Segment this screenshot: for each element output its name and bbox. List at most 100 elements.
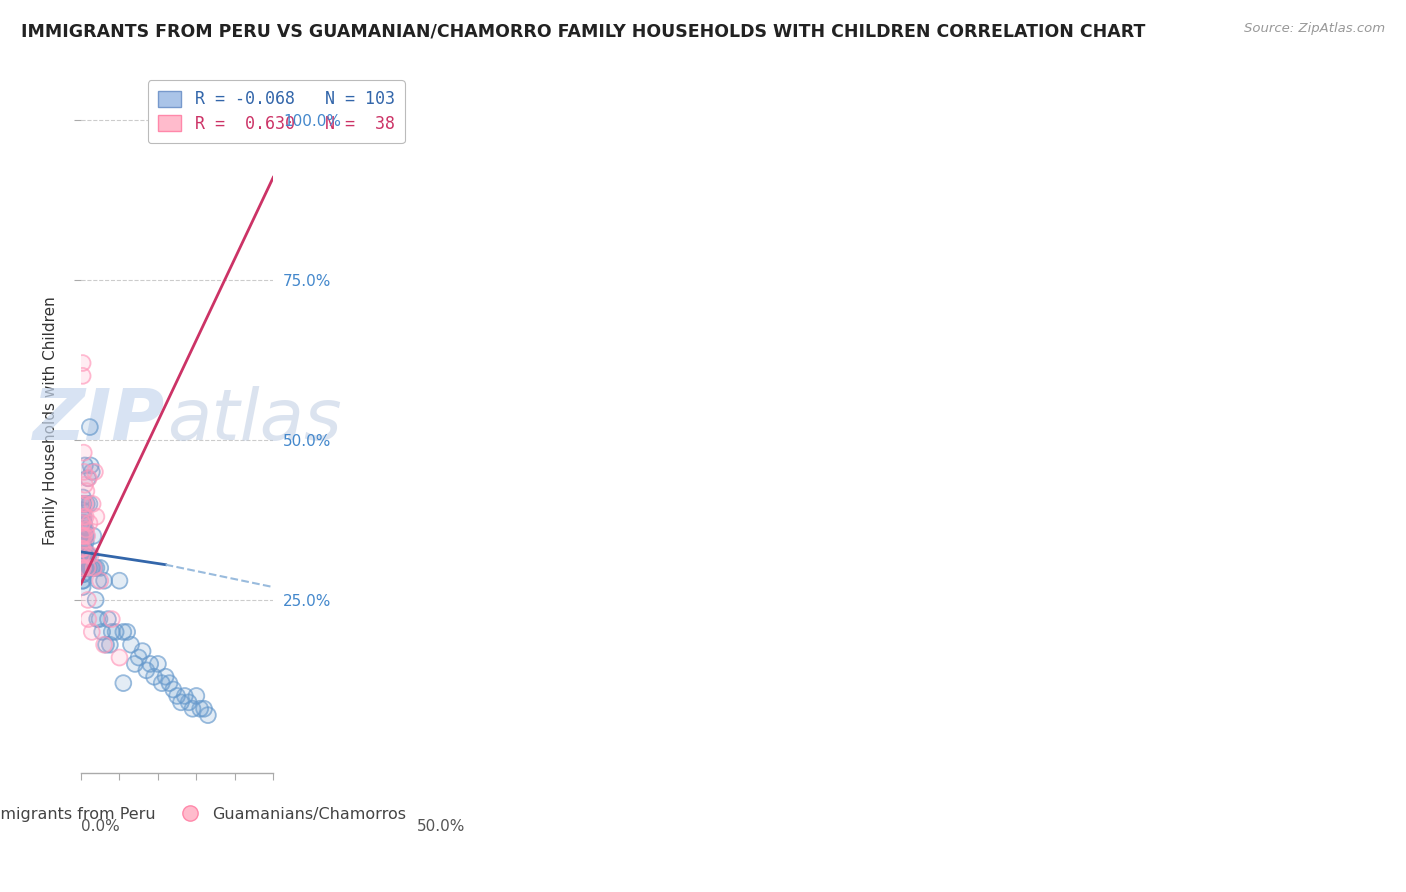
- Point: [89, 574, 111, 588]
- Point: [75, 509, 97, 524]
- Point: [124, 657, 146, 671]
- Point: [72, 523, 94, 537]
- Point: [70, 548, 93, 562]
- Point: [101, 624, 124, 639]
- Point: [75, 554, 97, 568]
- Point: [70, 529, 93, 543]
- Point: [72, 541, 94, 556]
- Point: [72, 580, 94, 594]
- Point: [79, 420, 101, 434]
- Point: [75, 523, 97, 537]
- Point: [159, 676, 181, 690]
- Point: [83, 561, 105, 575]
- Point: [87, 574, 110, 588]
- Point: [73, 541, 96, 556]
- Point: [75, 484, 97, 499]
- Point: [80, 561, 103, 575]
- Point: [112, 676, 135, 690]
- Point: [82, 529, 104, 543]
- Point: [76, 561, 98, 575]
- Point: [70, 529, 93, 543]
- Point: [166, 689, 188, 703]
- Point: [76, 497, 98, 511]
- Point: [83, 465, 105, 479]
- Point: [70, 516, 93, 530]
- Point: [72, 503, 94, 517]
- Point: [93, 638, 115, 652]
- Point: [115, 624, 138, 639]
- Point: [186, 689, 208, 703]
- Point: [77, 471, 100, 485]
- Point: [97, 612, 120, 626]
- Point: [73, 445, 96, 459]
- Point: [146, 657, 169, 671]
- Point: [77, 471, 100, 485]
- Point: [86, 509, 108, 524]
- Point: [101, 612, 124, 626]
- Point: [150, 676, 173, 690]
- Point: [76, 561, 98, 575]
- Point: [72, 541, 94, 556]
- Point: [112, 676, 135, 690]
- Point: [181, 702, 204, 716]
- Point: [75, 484, 97, 499]
- Point: [73, 529, 96, 543]
- Point: [73, 548, 96, 562]
- Point: [72, 561, 94, 575]
- Point: [70, 541, 93, 556]
- Point: [77, 593, 100, 607]
- Point: [150, 676, 173, 690]
- Point: [72, 561, 94, 575]
- Point: [70, 509, 93, 524]
- Legend: Immigrants from Peru, Guamanians/Chamorros: Immigrants from Peru, Guamanians/Chamorr…: [0, 800, 412, 828]
- Point: [70, 548, 93, 562]
- Point: [76, 561, 98, 575]
- Point: [80, 624, 103, 639]
- Point: [72, 567, 94, 582]
- Point: [75, 497, 97, 511]
- Point: [79, 548, 101, 562]
- Point: [79, 458, 101, 473]
- Point: [80, 624, 103, 639]
- Point: [82, 561, 104, 575]
- Point: [82, 529, 104, 543]
- Point: [70, 535, 93, 549]
- Point: [89, 561, 111, 575]
- Point: [89, 612, 111, 626]
- Point: [70, 509, 93, 524]
- Point: [76, 497, 98, 511]
- Point: [72, 491, 94, 505]
- Point: [75, 561, 97, 575]
- Point: [94, 638, 117, 652]
- Point: [72, 368, 94, 383]
- Point: [77, 561, 100, 575]
- Point: [73, 529, 96, 543]
- Point: [72, 523, 94, 537]
- Point: [112, 624, 135, 639]
- Point: [70, 516, 93, 530]
- Point: [70, 516, 93, 530]
- Point: [77, 548, 100, 562]
- Point: [70, 561, 93, 575]
- Point: [112, 624, 135, 639]
- Point: [89, 561, 111, 575]
- Point: [77, 471, 100, 485]
- Point: [72, 554, 94, 568]
- Point: [73, 548, 96, 562]
- Point: [120, 638, 142, 652]
- Point: [73, 477, 96, 491]
- Point: [79, 548, 101, 562]
- Point: [75, 548, 97, 562]
- Point: [97, 612, 120, 626]
- Point: [75, 523, 97, 537]
- Point: [98, 638, 121, 652]
- Point: [77, 612, 100, 626]
- Point: [83, 561, 105, 575]
- Point: [73, 458, 96, 473]
- Point: [80, 561, 103, 575]
- Point: [197, 708, 219, 723]
- Point: [79, 516, 101, 530]
- Point: [115, 624, 138, 639]
- Point: [120, 638, 142, 652]
- Point: [75, 535, 97, 549]
